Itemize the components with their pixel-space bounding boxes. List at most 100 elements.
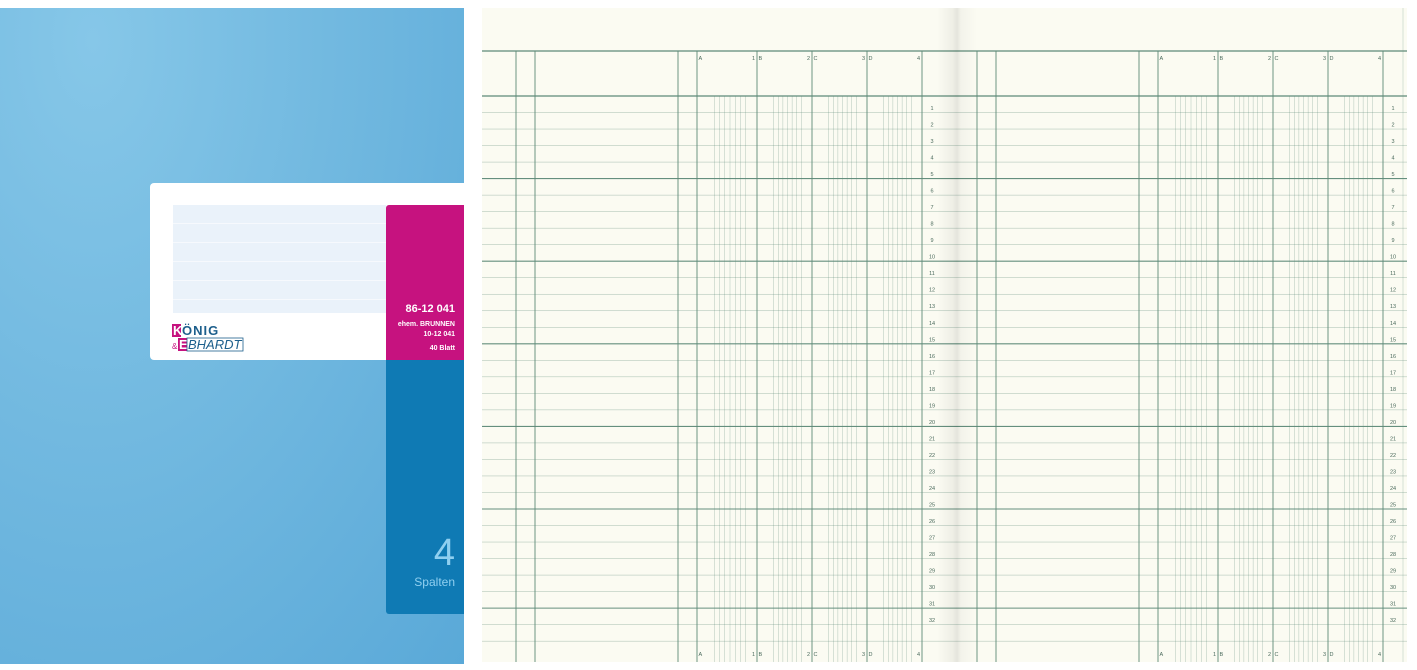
ledger-grid: A 1A 1B 2B 2C 3C 3D 4D 4123456789101112131415161… [482, 8, 1407, 662]
row-number: 27 [929, 536, 935, 542]
row-number: 19 [929, 403, 935, 409]
column-letter: A [699, 56, 703, 62]
row-number: 1 [930, 106, 933, 112]
row-number: 26 [1390, 519, 1396, 525]
row-number: 17 [929, 370, 935, 376]
row-number: 2 [1391, 123, 1394, 129]
row-number: 24 [929, 486, 935, 492]
row-number: 14 [929, 321, 935, 327]
column-number: 2 [807, 56, 810, 62]
column-letter: A [699, 652, 703, 658]
row-number: 9 [1391, 238, 1394, 244]
row-number: 32 [1390, 618, 1396, 624]
row-number: 2 [930, 123, 933, 129]
row-number: 19 [1390, 403, 1396, 409]
row-number: 26 [929, 519, 935, 525]
row-number: 16 [1390, 354, 1396, 360]
column-letter: C [1275, 652, 1279, 658]
row-number: 22 [929, 453, 935, 459]
svg-text:BHARDT: BHARDT [188, 337, 243, 352]
column-number: 1 [752, 652, 755, 658]
svg-text:&: & [172, 342, 178, 351]
product-info-panel: 86-12 041 ehem. BRUNNEN 10-12 041 40 Bla… [386, 205, 464, 360]
row-number: 6 [1391, 189, 1394, 195]
column-letter: A [1160, 652, 1164, 658]
column-letter: B [759, 56, 763, 62]
row-number: 18 [929, 387, 935, 393]
column-number: 1 [752, 56, 755, 62]
notebook-cover: K ÖNIG & E BHARDT 86-12 041 ehem. BRUNNE… [0, 8, 464, 664]
row-number: 30 [1390, 585, 1396, 591]
row-number: 13 [929, 304, 935, 310]
row-number: 25 [929, 502, 935, 508]
row-number: 28 [1390, 552, 1396, 558]
column-number: 3 [862, 56, 865, 62]
row-number: 20 [929, 420, 935, 426]
spine-gutter [937, 8, 977, 662]
row-number: 6 [930, 189, 933, 195]
row-number: 23 [1390, 469, 1396, 475]
row-number: 4 [1391, 156, 1394, 162]
row-number: 7 [1391, 205, 1394, 211]
row-number: 32 [929, 618, 935, 624]
column-letter: C [1275, 56, 1279, 62]
row-number: 4 [930, 156, 933, 162]
column-number: 2 [1268, 56, 1271, 62]
column-number: 4 [1378, 56, 1381, 62]
column-number: 4 [917, 652, 920, 658]
row-number: 27 [1390, 536, 1396, 542]
column-number: 4 [917, 56, 920, 62]
row-number: 12 [929, 288, 935, 294]
row-number: 16 [929, 354, 935, 360]
article-number: 86-12 041 [405, 303, 455, 315]
column-letter: C [814, 652, 818, 658]
column-number: 2 [807, 652, 810, 658]
row-number: 25 [1390, 502, 1396, 508]
row-number: 11 [929, 271, 935, 277]
row-number: 18 [1390, 387, 1396, 393]
row-number: 24 [1390, 486, 1396, 492]
column-letter: D [869, 652, 873, 658]
row-number: 8 [930, 222, 933, 228]
column-number: 2 [1268, 652, 1271, 658]
column-number: 4 [1378, 652, 1381, 658]
column-letter: B [1220, 652, 1224, 658]
row-number: 23 [929, 469, 935, 475]
row-number: 22 [1390, 453, 1396, 459]
row-number: 21 [929, 436, 935, 442]
column-word: Spalten [414, 575, 455, 589]
svg-text:ÖNIG: ÖNIG [182, 323, 219, 338]
column-number: 1 [1213, 56, 1216, 62]
row-number: 15 [1390, 337, 1396, 343]
column-count: 4 [433, 532, 455, 574]
column-number: 3 [1323, 652, 1326, 658]
column-letter: D [1330, 56, 1334, 62]
row-number: 3 [1391, 139, 1394, 145]
row-number: 21 [1390, 436, 1396, 442]
row-number: 15 [929, 337, 935, 343]
row-number: 7 [930, 205, 933, 211]
sheet-count: 40 Blatt [429, 345, 455, 352]
row-number: 10 [1390, 255, 1396, 261]
row-number: 10 [929, 255, 935, 261]
row-number: 28 [929, 552, 935, 558]
column-letter: C [814, 56, 818, 62]
row-number: 31 [929, 602, 935, 608]
row-number: 9 [930, 238, 933, 244]
row-number: 5 [1391, 172, 1394, 178]
row-number: 29 [1390, 569, 1396, 575]
column-number: 1 [1213, 652, 1216, 658]
row-number: 3 [930, 139, 933, 145]
column-letter: D [869, 56, 873, 62]
svg-text:E: E [179, 337, 188, 352]
former-label: ehem. BRUNNEN [397, 321, 455, 328]
row-number: 1 [1391, 106, 1394, 112]
row-number: 30 [929, 585, 935, 591]
svg-text:K: K [173, 323, 183, 338]
row-number: 8 [1391, 222, 1394, 228]
brand-logo: K ÖNIG & E BHARDT [172, 323, 244, 352]
ledger-spread: A 1 A 1 B 2 B 2 C 3 C 3 D 4 D 4 1 2 3 4 5 6 7 8 9 10 11 12 13 14 15 16 1… [482, 8, 1407, 662]
former-number: 10-12 041 [423, 331, 455, 338]
row-number: 12 [1390, 288, 1396, 294]
label-writing-field [173, 205, 386, 313]
